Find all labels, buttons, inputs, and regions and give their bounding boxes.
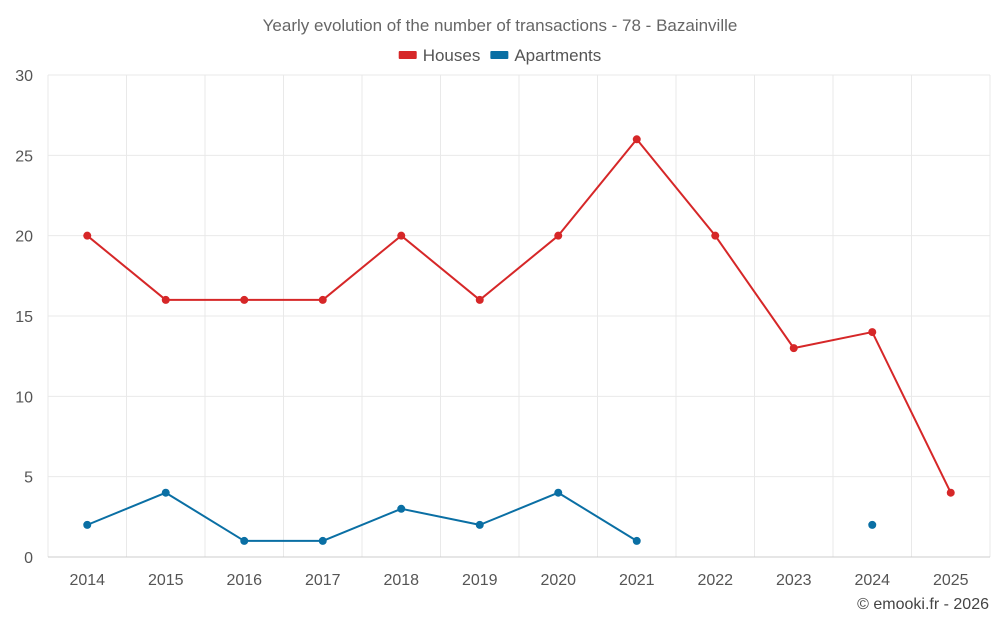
legend-label-houses: Houses bbox=[423, 46, 481, 65]
y-tick-label: 15 bbox=[15, 309, 33, 326]
point-houses-2025[interactable] bbox=[946, 488, 955, 497]
point-houses-2023[interactable] bbox=[789, 344, 798, 353]
x-tick-label-2023: 2023 bbox=[776, 572, 812, 589]
legend-swatch-apartments[interactable] bbox=[490, 51, 509, 59]
x-tick-label-2020: 2020 bbox=[540, 572, 576, 589]
point-apartments-2018[interactable] bbox=[397, 504, 406, 513]
series-line-houses bbox=[86, 138, 952, 494]
y-tick-label: 10 bbox=[15, 389, 33, 406]
x-tick-label-2016: 2016 bbox=[226, 572, 262, 589]
series-apartments bbox=[83, 488, 877, 545]
point-apartments-2016[interactable] bbox=[240, 536, 249, 545]
x-tick-label-2015: 2015 bbox=[148, 572, 184, 589]
x-tick-label-2017: 2017 bbox=[305, 572, 341, 589]
legend: Houses Apartments bbox=[398, 46, 601, 65]
point-apartments-2021[interactable] bbox=[632, 536, 641, 545]
x-tick-label-2018: 2018 bbox=[383, 572, 419, 589]
point-houses-2022[interactable] bbox=[711, 231, 720, 240]
point-apartments-2020[interactable] bbox=[554, 488, 563, 497]
point-houses-2024[interactable] bbox=[868, 328, 877, 337]
point-houses-2021[interactable] bbox=[632, 135, 641, 144]
point-apartments-2014[interactable] bbox=[83, 520, 92, 529]
gridlines bbox=[47, 74, 991, 557]
point-houses-2016[interactable] bbox=[240, 295, 249, 304]
y-tick-label: 5 bbox=[24, 470, 33, 487]
x-tick-label-2014: 2014 bbox=[69, 572, 105, 589]
chart-title: Yearly evolution of the number of transa… bbox=[263, 16, 738, 35]
x-tick-label-2019: 2019 bbox=[462, 572, 498, 589]
point-houses-2017[interactable] bbox=[318, 295, 327, 304]
point-houses-2019[interactable] bbox=[475, 295, 484, 304]
y-tick-label: 0 bbox=[24, 550, 33, 567]
point-houses-2018[interactable] bbox=[397, 231, 406, 240]
series-houses bbox=[83, 135, 955, 497]
series-layer bbox=[83, 135, 955, 545]
x-axis: 2014 2015 2016 2017 2018 2019 2020 2021 2022 2023… bbox=[48, 556, 990, 589]
y-axis: 0 5 10 15 20 25 30 bbox=[15, 68, 33, 567]
legend-label-apartments: Apartments bbox=[514, 46, 601, 65]
footer-credit: © emooki.fr - 2026 bbox=[857, 596, 989, 613]
series-line-apartments bbox=[86, 491, 638, 542]
legend-swatch-houses[interactable] bbox=[398, 51, 417, 59]
point-apartments-2017[interactable] bbox=[318, 536, 327, 545]
x-tick-label-2021: 2021 bbox=[619, 572, 655, 589]
y-tick-label: 30 bbox=[15, 68, 33, 85]
x-tick-label-2024: 2024 bbox=[854, 572, 890, 589]
point-houses-2020[interactable] bbox=[554, 231, 563, 240]
point-apartments-2019[interactable] bbox=[475, 520, 484, 529]
point-houses-2015[interactable] bbox=[161, 295, 170, 304]
point-apartments-2024[interactable] bbox=[868, 520, 877, 529]
y-tick-label: 25 bbox=[15, 148, 33, 165]
point-apartments-2015[interactable] bbox=[161, 488, 170, 497]
x-tick-label-2025: 2025 bbox=[933, 572, 969, 589]
y-tick-label: 20 bbox=[15, 229, 33, 246]
point-houses-2014[interactable] bbox=[83, 231, 92, 240]
x-tick-label-2022: 2022 bbox=[697, 572, 733, 589]
